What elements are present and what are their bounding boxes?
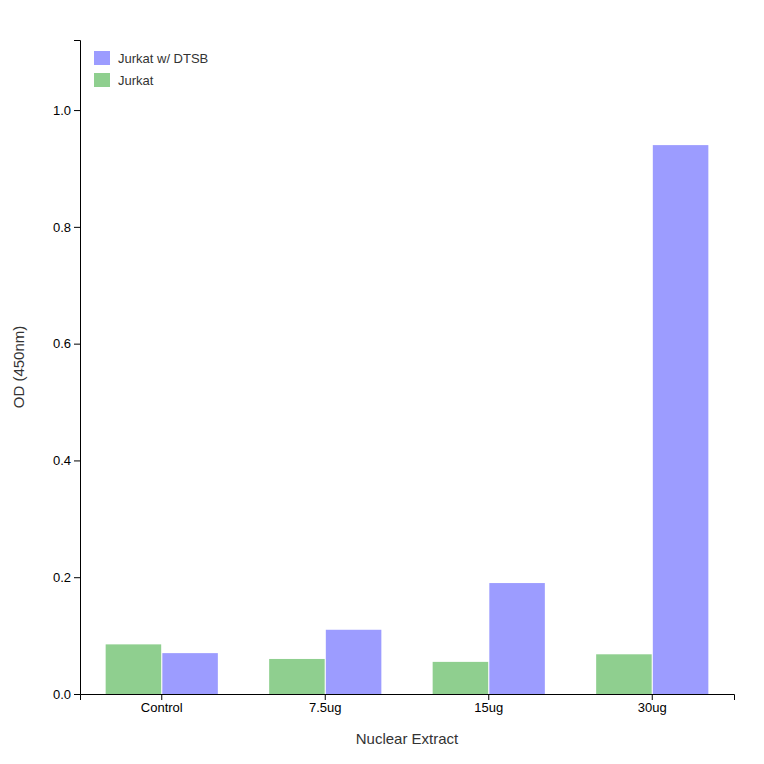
bar-series xyxy=(162,145,708,694)
chart: Control 7.5ug 15ug 30ug 0.0 0.2 0.4 0.6 0.8 1.0 Ju… xyxy=(0,0,764,764)
y-tick-label: 0.0 xyxy=(53,687,71,702)
legend-label: Jurkat w/ DTSB xyxy=(118,51,208,66)
bars xyxy=(106,145,709,694)
x-tick: Control xyxy=(141,694,183,715)
y-tick: 0.6 xyxy=(53,336,80,351)
x-tick-label: 7.5ug xyxy=(309,700,342,715)
x-tick: 15ug xyxy=(474,694,503,715)
x-tick-mark xyxy=(652,694,653,700)
y-tick-label: 0.8 xyxy=(53,220,71,235)
y-tick-mark xyxy=(74,344,80,345)
y-tick-label: 0.2 xyxy=(53,570,71,585)
x-axis-line xyxy=(81,695,735,701)
bar xyxy=(596,654,652,694)
x-tick-mark xyxy=(325,694,326,700)
x-axis: Control 7.5ug 15ug 30ug xyxy=(81,694,735,715)
y-axis-title: OD (450nm) xyxy=(10,326,27,409)
x-tick: 30ug xyxy=(638,694,667,715)
y-tick-mark xyxy=(74,577,80,578)
legend-swatch xyxy=(94,73,110,87)
y-axis-line xyxy=(74,41,81,695)
x-tick-label: 30ug xyxy=(638,700,667,715)
y-tick: 1.0 xyxy=(53,103,80,118)
legend: Jurkat w/ DTSB Jurkat xyxy=(94,51,208,88)
plot: Control 7.5ug 15ug 30ug 0.0 0.2 0.4 0.6 0.8 1.0 Ju… xyxy=(53,41,735,716)
y-tick: 0.8 xyxy=(53,220,80,235)
bar-series xyxy=(106,644,652,694)
y-tick-label: 1.0 xyxy=(53,103,71,118)
y-tick-label: 0.4 xyxy=(53,453,71,468)
bar xyxy=(269,659,325,694)
x-tick: 7.5ug xyxy=(309,694,342,715)
bar xyxy=(162,653,218,694)
x-tick-mark xyxy=(488,694,489,700)
bar xyxy=(106,644,162,694)
y-tick: 0.4 xyxy=(53,453,80,468)
y-tick-mark xyxy=(74,227,80,228)
y-tick-mark xyxy=(74,110,80,111)
legend-swatch xyxy=(94,51,110,65)
y-tick: 0.2 xyxy=(53,570,80,585)
y-axis: 0.0 0.2 0.4 0.6 0.8 1.0 xyxy=(53,41,81,702)
x-tick-mark xyxy=(161,694,162,700)
legend-label: Jurkat xyxy=(118,73,154,88)
bar xyxy=(433,662,489,694)
bar xyxy=(326,630,382,694)
bar xyxy=(489,583,545,694)
y-tick-label: 0.6 xyxy=(53,336,71,351)
bar xyxy=(653,145,709,694)
x-axis-title: Nuclear Extract xyxy=(356,730,459,747)
y-tick-mark xyxy=(74,694,80,695)
legend-item: Jurkat xyxy=(94,73,154,88)
x-tick-label: 15ug xyxy=(474,700,503,715)
y-tick: 0.0 xyxy=(53,687,80,702)
x-tick-label: Control xyxy=(141,700,183,715)
y-tick-mark xyxy=(74,460,80,461)
legend-item: Jurkat w/ DTSB xyxy=(94,51,208,66)
